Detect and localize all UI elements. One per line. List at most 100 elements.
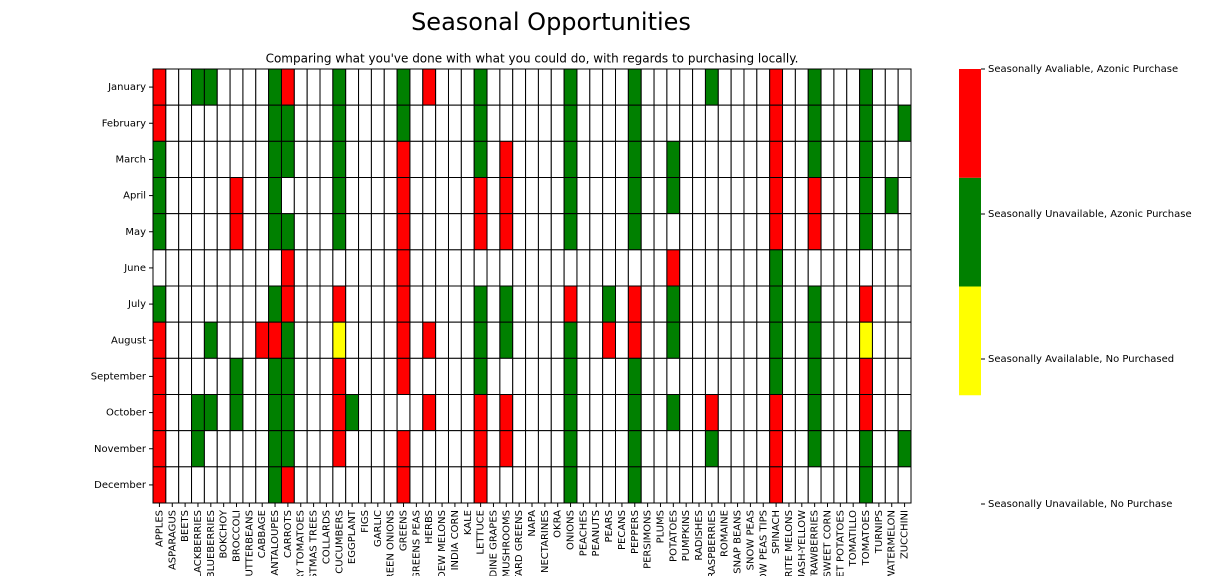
heat-cell [897,177,912,215]
heat-cell [242,466,257,504]
heat-cell [152,68,167,106]
heat-cell [859,213,873,251]
heat-cell [293,394,308,432]
heat-cell [306,285,321,323]
heat-cell [692,249,706,287]
heat-cell [897,321,912,359]
colorbar-tick-label: Seasonally Availalable, No Purchased [988,354,1174,365]
heat-cell [319,285,334,323]
heat-cell [191,140,205,178]
heat-cell [859,249,873,287]
heat-cell [769,140,784,178]
heat-cell [345,177,360,215]
heat-cell [846,430,861,468]
heat-cell [769,394,784,432]
heat-cell [268,321,282,359]
heat-cell [525,104,539,142]
heat-cell [447,430,462,468]
heat-cell [525,249,539,287]
heat-cell [717,177,732,215]
heat-cell [203,430,218,468]
x-tick-label: KALE [463,510,474,535]
heat-cell [537,104,552,142]
heat-cell [627,285,642,323]
x-tick-label: BLUEBERRIES [206,510,217,576]
heat-cell [563,249,578,287]
heat-cell [293,321,308,359]
heat-cell [525,285,539,323]
heat-cell [293,68,308,106]
heat-cell [293,466,308,504]
heat-cell [216,140,231,178]
heat-cell [769,285,784,323]
heat-cell [242,357,257,396]
heat-cell [370,249,385,287]
heat-cell [191,285,205,323]
heat-cell [396,140,411,178]
heat-cell [846,357,861,396]
heat-cell [602,68,617,106]
heat-cell [756,321,771,359]
heat-cell [717,285,732,323]
heat-cell [794,213,809,251]
heat-cell [242,104,257,142]
heat-cell [563,321,578,359]
heat-cell [589,285,604,323]
heat-cell [293,140,308,178]
heat-cell [782,177,796,215]
heat-cell [653,213,668,251]
heat-cell [447,140,462,178]
heat-cell [859,68,873,106]
heat-cell [717,104,732,142]
heat-cell [666,285,681,323]
heat-cell [704,285,719,323]
x-tick-label: SPRITE MELONS [784,510,795,576]
heat-cell [319,177,334,215]
heat-cell [165,140,180,178]
heat-cell [717,68,732,106]
heat-cell [345,68,360,106]
heat-cell [319,68,334,106]
heat-cell [666,140,681,178]
heat-cell [460,68,475,106]
heat-cell [332,104,347,142]
heat-cell [409,68,424,106]
heat-cell [692,177,706,215]
heat-cell [602,394,617,432]
heat-cell [666,213,681,251]
heat-cell [615,430,629,468]
heat-cell [794,430,809,468]
heat-cell [833,140,848,178]
heat-cell [743,466,758,504]
heat-cell [627,140,642,178]
heat-cell [730,430,745,468]
heat-cell [422,249,437,287]
heat-cell [512,357,527,396]
x-tick-label: GREENS [399,510,410,551]
heat-cell [178,285,193,323]
heat-cell [293,213,308,251]
heat-cell [756,466,771,504]
heat-cell [383,357,398,396]
heat-cell [229,140,244,178]
heat-cell [615,68,629,106]
heat-cell [345,357,360,396]
heat-cell [435,466,449,504]
heat-cell [859,140,873,178]
x-tick-label: OKRA [553,510,564,538]
heat-cell [409,430,424,468]
heat-cell [717,466,732,504]
heat-cell [268,430,282,468]
heat-cell [512,177,527,215]
heat-cell [409,466,424,504]
heat-cell [396,213,411,251]
heat-cell [383,213,398,251]
heat-cell [435,285,449,323]
x-tick-label: SNOW PEAS [745,510,756,570]
x-tick-label: NECTARINES [540,510,551,573]
heat-cell [255,394,270,432]
heat-cell [692,104,706,142]
x-tick-label: BEETS [180,510,191,542]
heat-cell [846,321,861,359]
heat-cell [358,466,372,504]
